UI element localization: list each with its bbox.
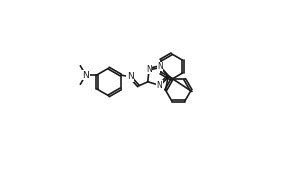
- Text: N: N: [126, 72, 133, 81]
- Text: N: N: [156, 81, 162, 90]
- Text: N: N: [157, 62, 163, 71]
- Text: N: N: [146, 65, 152, 74]
- Text: N: N: [82, 70, 89, 80]
